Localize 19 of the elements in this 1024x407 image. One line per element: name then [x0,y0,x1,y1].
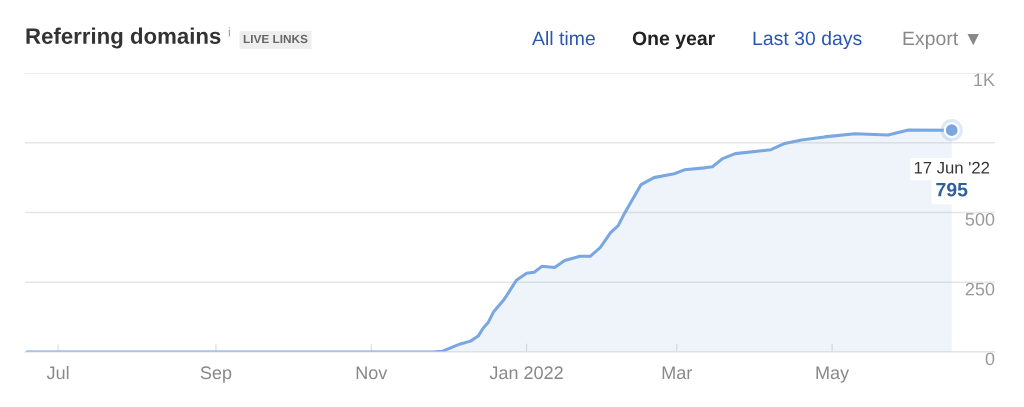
x-tick-label: Sep [200,366,232,383]
y-tick-label: 500 [965,212,995,226]
x-tick-label: Jul [46,365,69,380]
x-tick-label: May [816,366,850,383]
text: LIVE LINKS [243,34,308,44]
x-tick-label: Nov [356,366,388,380]
text: Last 30 days [753,30,862,50]
y-tick-label: 250 [965,282,995,296]
y-tick-label: 0 [985,352,995,366]
text: One year [632,31,715,50]
x-tick-label: Jan 2022 [489,366,563,380]
text: i [228,27,230,37]
text: Export ▼ [903,31,979,50]
text: All time [532,30,595,46]
chart-title: Referring domains [26,27,221,49]
annotation: 795 [936,182,968,197]
annotation: 17 Jun '22 [914,161,990,174]
x-tick-label: Mar [662,366,693,380]
y-tick-label: 1K [974,73,995,87]
